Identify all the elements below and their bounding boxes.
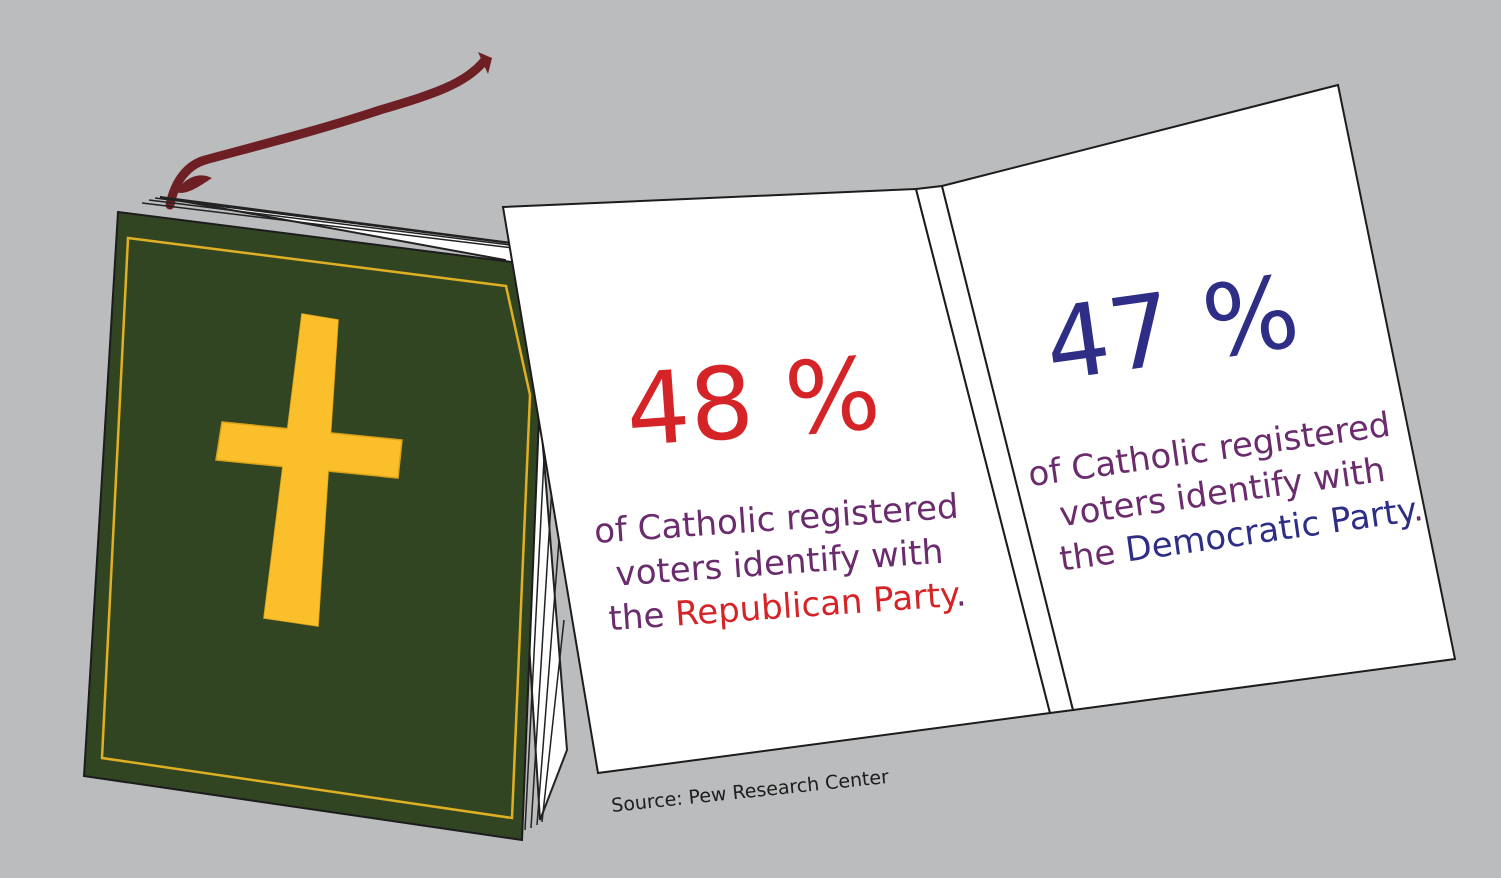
book-cover-border	[100, 236, 532, 820]
left-page-line-3-suffix: .	[954, 574, 968, 615]
closed-book	[82, 196, 569, 842]
source-citation: Source: Pew Research Center	[610, 766, 890, 817]
cross-icon	[215, 313, 403, 627]
right-page-line-3-prefix: the	[1057, 531, 1129, 580]
left-page-line-3-prefix: the	[607, 595, 676, 640]
open-book	[501, 83, 1457, 775]
republican-percent: 48 %	[622, 335, 884, 469]
open-book-right-page	[940, 83, 1457, 712]
closed-book-page-lines	[141, 197, 565, 831]
ribbon-bookmark-icon	[165, 52, 492, 210]
